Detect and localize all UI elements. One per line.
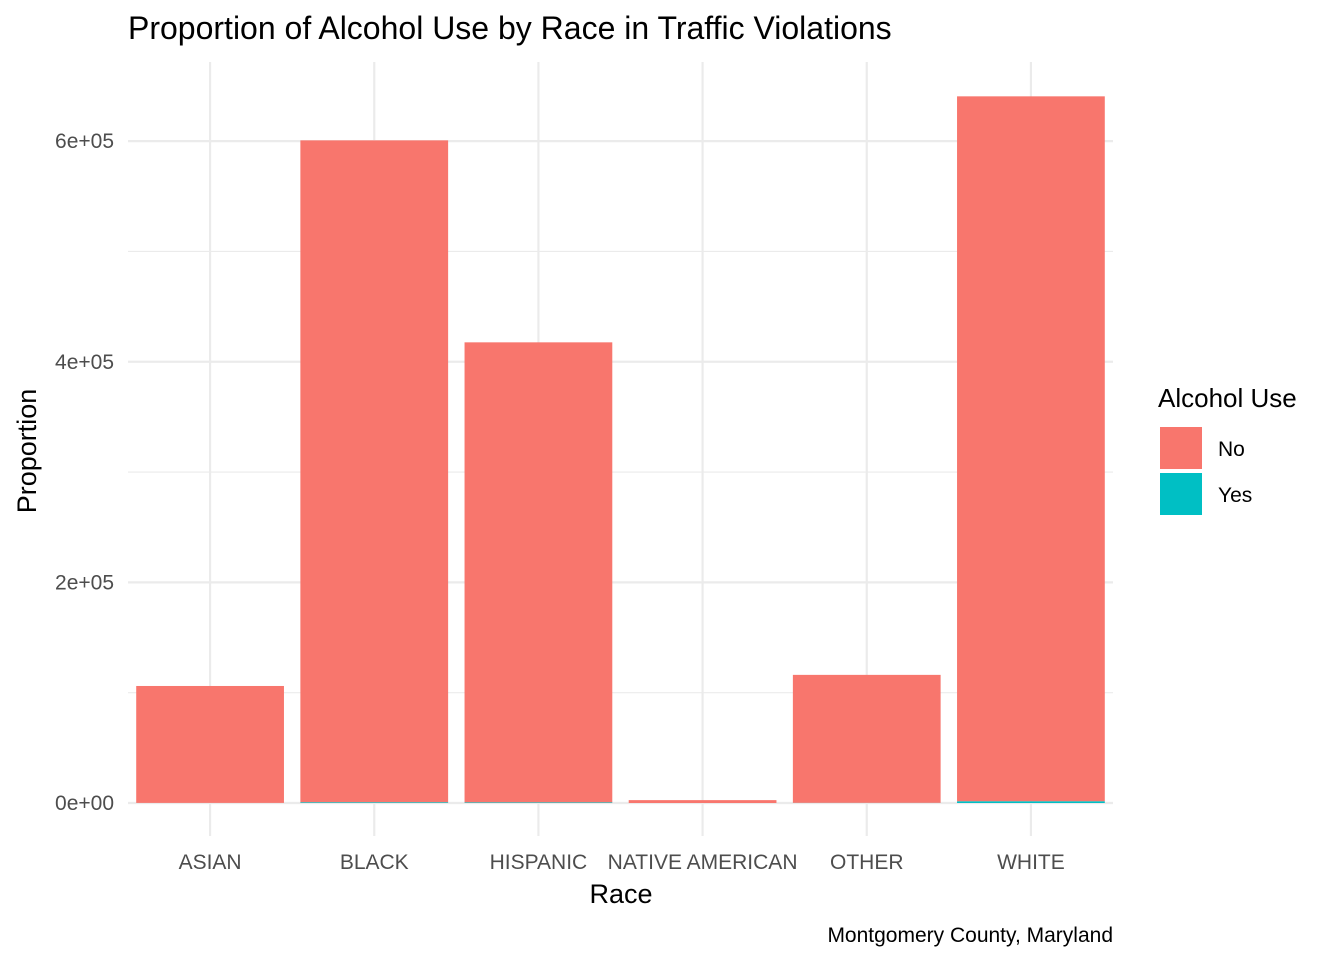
chart-caption: Montgomery County, Maryland xyxy=(827,924,1113,947)
legend: Alcohol Use No Yes xyxy=(1158,383,1297,515)
bar-white-no xyxy=(957,96,1105,802)
y-tick-label: 4e+05 xyxy=(55,351,114,374)
x-tick-label: ASIAN xyxy=(179,851,242,874)
x-axis-title: Race xyxy=(589,879,652,909)
bar-hispanic-no xyxy=(464,342,613,803)
bar-hispanic-yes xyxy=(464,802,613,803)
legend-key-yes xyxy=(1160,473,1202,515)
legend-title: Alcohol Use xyxy=(1158,383,1297,413)
x-tick-label: HISPANIC xyxy=(490,851,588,874)
bar-layer xyxy=(136,96,1105,803)
x-tick-label: WHITE xyxy=(997,851,1065,874)
chart-title: Proportion of Alcohol Use by Race in Tra… xyxy=(128,10,892,46)
x-tick-labels: ASIAN BLACK HISPANIC NATIVE AMERICAN OTHER WH… xyxy=(179,851,1065,874)
bar-black-no xyxy=(300,140,449,803)
bar-other-no xyxy=(792,674,941,803)
x-tick-label: OTHER xyxy=(830,851,904,874)
bar-asian-no xyxy=(136,685,284,803)
bar-black-yes xyxy=(300,802,449,803)
legend-label-yes: Yes xyxy=(1218,484,1252,507)
legend-key-no xyxy=(1160,427,1202,469)
y-axis-title: Proportion xyxy=(12,389,42,514)
y-tick-label: 2e+05 xyxy=(55,571,114,594)
bar-white-yes xyxy=(957,801,1105,803)
legend-label-no: No xyxy=(1218,438,1245,461)
bar-native-american-no xyxy=(628,800,777,803)
x-tick-label: BLACK xyxy=(340,851,409,874)
x-tick-label: NATIVE AMERICAN xyxy=(608,851,798,874)
y-tick-label: 6e+05 xyxy=(55,130,114,153)
y-tick-label: 0e+00 xyxy=(55,792,114,815)
y-tick-labels: 0e+00 2e+05 4e+05 6e+05 xyxy=(55,130,114,815)
